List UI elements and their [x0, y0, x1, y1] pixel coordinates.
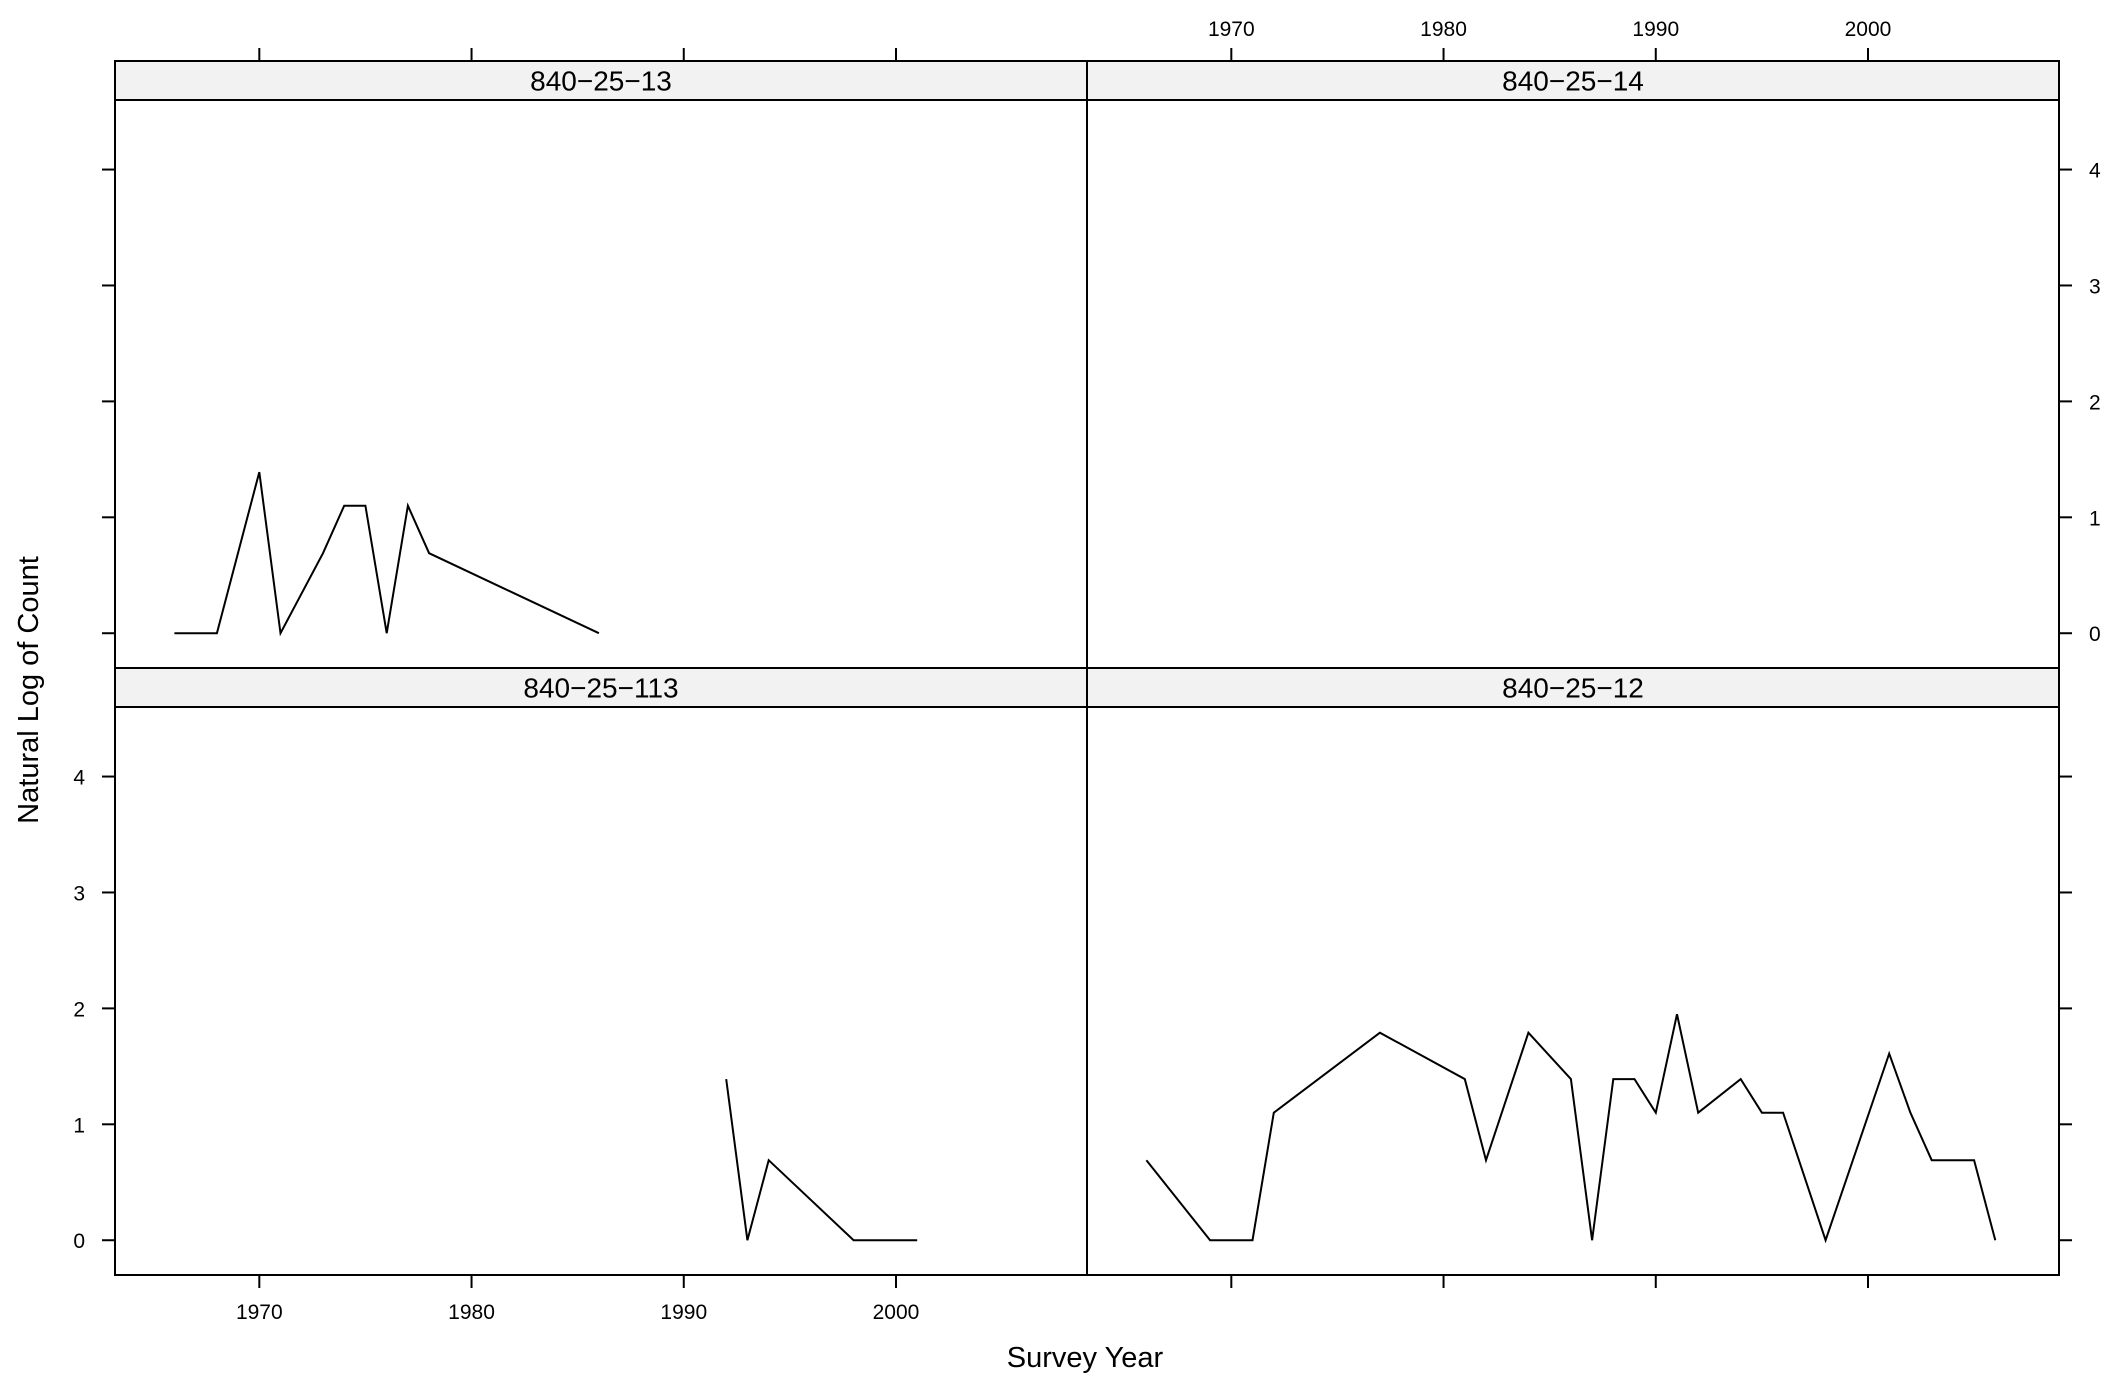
- y-axis-title: Natural Log of Count: [13, 556, 45, 824]
- y-tick-label-left: 2: [73, 998, 85, 1021]
- panel-title: 840−25−113: [523, 673, 678, 704]
- y-tick-label-right: 0: [2089, 623, 2101, 646]
- x-tick-label-bottom: 1980: [448, 1301, 495, 1324]
- panel-2: 840−25−14: [1087, 61, 2059, 101]
- y-tick-label-right: 4: [2089, 160, 2101, 183]
- panel-frames: [114, 60, 2060, 1276]
- y-tick-label-left: 4: [73, 767, 85, 790]
- x-tick-label-top: 1970: [1208, 18, 1255, 41]
- panels-layer: 840−25−13 840−25−14 840−25−113 840−25−12: [114, 60, 2060, 1276]
- panel-title: 840−25−13: [530, 66, 672, 97]
- panel-strip: [1087, 61, 2059, 100]
- x-tick-label-bottom: 1990: [660, 1301, 707, 1324]
- panel-3: 840−25−113: [115, 668, 1087, 1242]
- y-tick-label-right: 1: [2089, 507, 2101, 530]
- panel-strip: [1087, 668, 2059, 707]
- panel-4: 840−25−12: [1087, 668, 2059, 1244]
- ticks-layer: 1970 1970 1980 1980 1990 1990 2000 2000 0 0 1 1 2 2 3 3…: [73, 18, 2101, 1324]
- x-axis-title: Survey Year: [1007, 1342, 1164, 1374]
- y-tick-label-left: 3: [73, 882, 85, 905]
- series-line: [174, 471, 600, 637]
- y-tick-label-right: 2: [2089, 391, 2101, 414]
- panel-strip: [115, 61, 1087, 100]
- series-line: [1145, 1013, 1997, 1244]
- y-tick-label-right: 3: [2089, 275, 2101, 298]
- x-tick-label-bottom: 1970: [236, 1301, 283, 1324]
- panel-title: 840−25−14: [1502, 66, 1644, 97]
- x-tick-label-bottom: 2000: [873, 1301, 920, 1324]
- panel-1: 840−25−13: [115, 61, 1087, 637]
- x-tick-label-top: 1990: [1632, 18, 1679, 41]
- series-line: [725, 1078, 918, 1242]
- y-tick-label-left: 0: [73, 1230, 85, 1253]
- panel-strip: [115, 668, 1087, 707]
- y-tick-label-left: 1: [73, 1114, 85, 1137]
- x-tick-label-top: 2000: [1845, 18, 1892, 41]
- x-tick-label-top: 1980: [1420, 18, 1467, 41]
- panel-title: 840−25−12: [1502, 673, 1644, 704]
